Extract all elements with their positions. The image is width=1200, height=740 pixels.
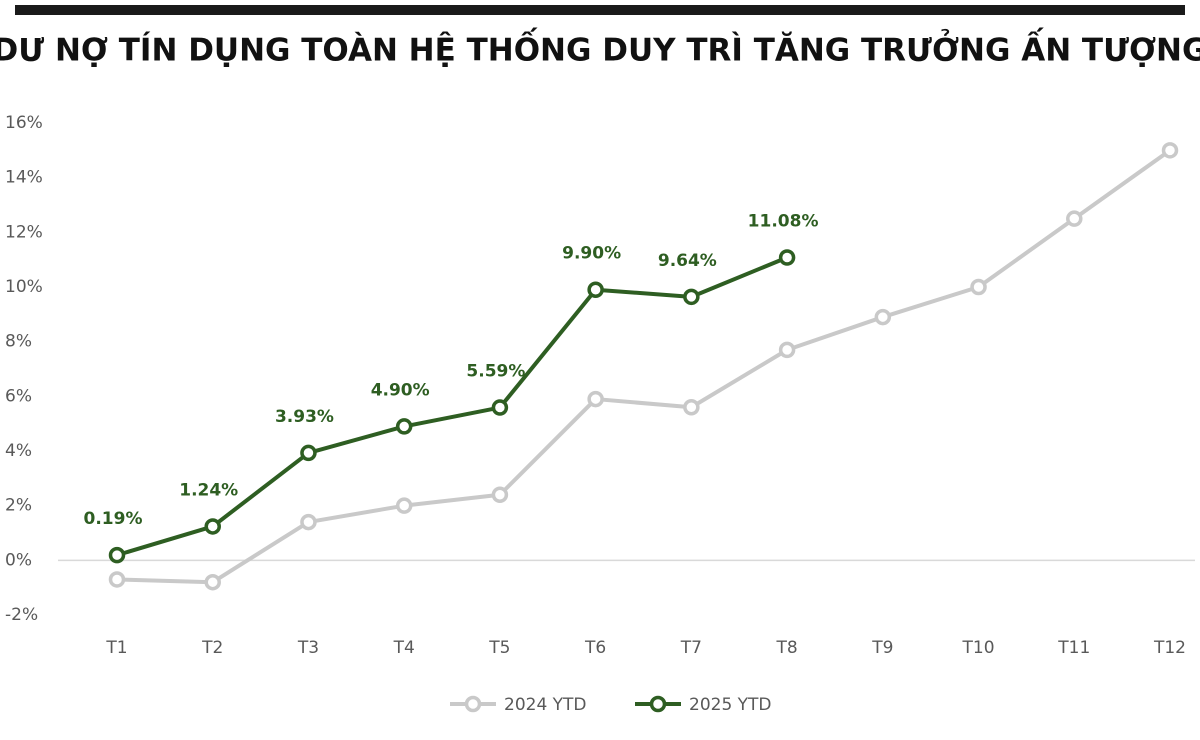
y-tick-label: 4% xyxy=(5,441,32,461)
x-tick-label: T12 xyxy=(1153,638,1186,658)
value-label: 3.93% xyxy=(275,407,334,427)
point xyxy=(300,513,317,531)
point xyxy=(587,281,604,298)
value-label: 9.90% xyxy=(562,244,621,264)
point xyxy=(1066,210,1083,227)
value-label: 4.90% xyxy=(371,380,430,400)
point xyxy=(683,288,700,306)
x-tick-label: T8 xyxy=(775,638,797,658)
point xyxy=(204,573,221,591)
series-line xyxy=(116,255,788,558)
y-tick-label: -2% xyxy=(5,605,38,625)
series-line xyxy=(116,148,1172,585)
x-tick-label: T9 xyxy=(871,638,893,658)
point xyxy=(1161,142,1179,159)
legend-label: 2025 YTD xyxy=(689,695,772,715)
point xyxy=(395,497,413,514)
x-tick-label: T2 xyxy=(201,638,223,658)
point xyxy=(204,518,221,535)
chart-title: DƯ NỢ TÍN DỤNG TOÀN HỆ THỐNG DUY TRÌ TĂN… xyxy=(0,28,1200,69)
top-bar xyxy=(15,5,1185,15)
y-tick-label: 12% xyxy=(5,222,43,242)
point xyxy=(108,571,126,588)
y-tick-label: 0% xyxy=(5,550,32,570)
point xyxy=(587,390,604,408)
point xyxy=(108,546,126,564)
legend-marker xyxy=(649,695,667,713)
point xyxy=(683,399,700,416)
value-label: 1.24% xyxy=(179,480,238,500)
value-label: 11.08% xyxy=(748,211,819,231)
x-tick-label: T7 xyxy=(680,638,702,658)
point xyxy=(874,308,892,326)
x-tick-label: T4 xyxy=(393,638,415,658)
point xyxy=(970,278,987,296)
point xyxy=(395,418,413,435)
legend-label: 2024 YTD xyxy=(504,695,587,715)
x-tick-label: T11 xyxy=(1057,638,1090,658)
y-tick-label: 6% xyxy=(5,386,32,406)
x-tick-label: T10 xyxy=(962,638,995,658)
y-tick-label: 16% xyxy=(5,113,43,133)
value-label: 9.64% xyxy=(658,251,717,271)
y-tick-label: 14% xyxy=(5,168,43,188)
x-tick-label: T3 xyxy=(297,638,319,658)
point xyxy=(491,486,509,503)
point xyxy=(491,399,509,416)
x-tick-label: T1 xyxy=(105,638,127,658)
value-label: 5.59% xyxy=(466,362,525,382)
value-label: 0.19% xyxy=(84,509,143,529)
point xyxy=(300,444,317,462)
point xyxy=(778,341,796,359)
point xyxy=(778,249,796,266)
y-tick-label: 8% xyxy=(5,332,32,352)
y-tick-label: 2% xyxy=(5,496,32,516)
x-tick-label: T5 xyxy=(488,638,510,658)
legend-marker xyxy=(464,695,482,713)
x-tick-label: T6 xyxy=(584,638,606,658)
y-tick-label: 10% xyxy=(5,277,43,297)
